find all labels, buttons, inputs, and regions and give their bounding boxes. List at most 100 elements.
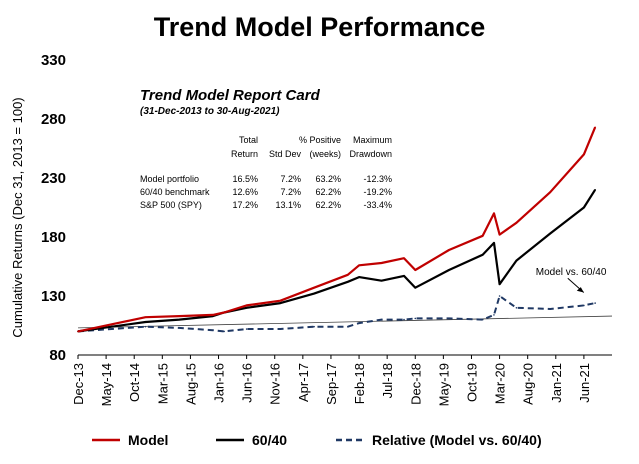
relative-series-point bbox=[515, 307, 518, 309]
model-series-point bbox=[245, 304, 248, 307]
sixty-forty-series-point bbox=[493, 242, 495, 244]
sixty-forty-series-point bbox=[380, 279, 383, 282]
model-series-point bbox=[403, 257, 405, 260]
report-card-cell: 12.6% bbox=[232, 187, 258, 197]
x-tick-label: Apr-17 bbox=[296, 363, 311, 402]
report-card-header: Total bbox=[239, 135, 258, 145]
model-series-point bbox=[178, 315, 180, 317]
report-card-cell: 7.2% bbox=[280, 187, 301, 197]
report-card-header: % Positive bbox=[299, 135, 341, 145]
annotation-arrowhead bbox=[576, 287, 584, 293]
relative-series-point bbox=[110, 328, 113, 330]
sixty-forty-series-line bbox=[77, 189, 597, 333]
x-tick-label: Dec-18 bbox=[408, 363, 423, 405]
report-card-cell: 62.2% bbox=[315, 187, 341, 197]
relative-series-point bbox=[144, 325, 147, 328]
model-series-point bbox=[380, 262, 383, 264]
model-series-point bbox=[223, 311, 225, 314]
x-tick-label: Feb-18 bbox=[352, 363, 367, 404]
model-series-point bbox=[212, 314, 214, 316]
sixty-forty-series-point bbox=[313, 292, 315, 295]
y-tick-label: 230 bbox=[41, 170, 66, 187]
x-tick-label: Jun-21 bbox=[577, 363, 592, 403]
relative-series-point bbox=[414, 317, 417, 320]
model-series-point bbox=[358, 264, 360, 267]
model-series-point bbox=[549, 191, 551, 193]
y-axis-title: Cumulative Returns (Dec 31, 2013 = 100) bbox=[10, 97, 25, 337]
report-card-row-label: S&P 500 (SPY) bbox=[140, 200, 202, 210]
model-series-point bbox=[347, 273, 349, 276]
relative-series-point bbox=[549, 308, 551, 310]
sixty-forty-series-point bbox=[481, 253, 484, 256]
relative-series-point bbox=[313, 325, 315, 328]
legend-label-relative: Relative (Model vs. 60/40) bbox=[372, 432, 542, 448]
model-series-point bbox=[583, 153, 585, 156]
model-series-point bbox=[110, 323, 113, 326]
report-card: Trend Model Report Card (31-Dec-2013 to 3… bbox=[140, 87, 392, 210]
x-tick-label: Dec-13 bbox=[71, 363, 86, 405]
x-tick-label: Jul-18 bbox=[380, 363, 395, 398]
sixty-forty-series-point bbox=[549, 232, 551, 235]
y-tick-label: 280 bbox=[41, 111, 66, 128]
sixty-forty-series-point bbox=[448, 269, 450, 271]
sixty-forty-series-point bbox=[583, 206, 585, 209]
model-series-point bbox=[144, 316, 147, 319]
legend-label-model: Model bbox=[128, 432, 168, 448]
relative-series-point bbox=[403, 318, 405, 321]
x-tick-label: Nov-16 bbox=[268, 363, 283, 405]
report-card-cell: -19.2% bbox=[363, 187, 392, 197]
report-card-cell: 63.2% bbox=[315, 174, 341, 184]
report-card-header: Return bbox=[231, 149, 258, 159]
report-card-header: Drawdown bbox=[349, 149, 392, 159]
report-card-header: Maximum bbox=[353, 135, 392, 145]
report-card-cell: -33.4% bbox=[363, 200, 392, 210]
chart-title: Trend Model Performance bbox=[153, 12, 486, 42]
report-card-subtitle: (31-Dec-2013 to 30-Aug-2021) bbox=[140, 106, 280, 117]
x-tick-label: Mar-20 bbox=[493, 363, 508, 404]
y-tick-label: 80 bbox=[49, 347, 66, 364]
sixty-forty-series-point bbox=[414, 286, 417, 289]
relative-series-point bbox=[279, 328, 282, 330]
y-tick-label: 180 bbox=[41, 229, 66, 246]
relative-series-point bbox=[223, 330, 225, 333]
y-tick-label: 130 bbox=[41, 288, 66, 305]
sixty-forty-series-point bbox=[498, 283, 501, 286]
report-card-cell: 7.2% bbox=[280, 174, 301, 184]
model-series-point bbox=[481, 235, 484, 237]
report-card-cell: 62.2% bbox=[315, 200, 341, 210]
model-series-line bbox=[77, 126, 597, 333]
sixty-forty-series-point bbox=[144, 321, 147, 323]
relative-series-point bbox=[358, 322, 360, 324]
relative-series-point bbox=[178, 327, 180, 329]
sixty-forty-series-point bbox=[245, 307, 248, 309]
x-tick-label: Aug-20 bbox=[521, 363, 536, 405]
report-card-row-label: 60/40 benchmark bbox=[140, 187, 210, 197]
x-tick-label: May-19 bbox=[436, 363, 451, 406]
relative-series-point bbox=[380, 318, 383, 321]
relative-series-point bbox=[448, 317, 450, 320]
x-tick-label: Oct-19 bbox=[464, 363, 479, 402]
relative-series-line bbox=[77, 295, 596, 333]
relative-series-point bbox=[245, 328, 248, 330]
x-tick-label: Jun-16 bbox=[240, 363, 255, 403]
model-series-point bbox=[77, 330, 79, 333]
report-card-cell: 17.2% bbox=[232, 200, 258, 210]
model-series-point bbox=[313, 286, 315, 289]
model-series-point bbox=[448, 249, 450, 251]
sixty-forty-series-point bbox=[347, 281, 349, 283]
legend-label-sixty-forty: 60/40 bbox=[252, 432, 287, 448]
y-tick-label: 330 bbox=[41, 52, 66, 69]
x-tick-label: Sep-17 bbox=[324, 363, 339, 405]
relative-series-point bbox=[594, 302, 596, 304]
annotation-label: Model vs. 60/40 bbox=[536, 267, 607, 278]
report-card-title: Trend Model Report Card bbox=[140, 87, 321, 104]
x-tick-label: May-14 bbox=[99, 363, 114, 406]
sixty-forty-series-point bbox=[110, 325, 113, 328]
sixty-forty-series-point bbox=[358, 276, 360, 278]
sixty-forty-series-point bbox=[515, 259, 518, 262]
relative-series-point bbox=[493, 314, 495, 316]
sixty-forty-series-point bbox=[178, 318, 180, 321]
relative-series-point bbox=[347, 325, 349, 328]
